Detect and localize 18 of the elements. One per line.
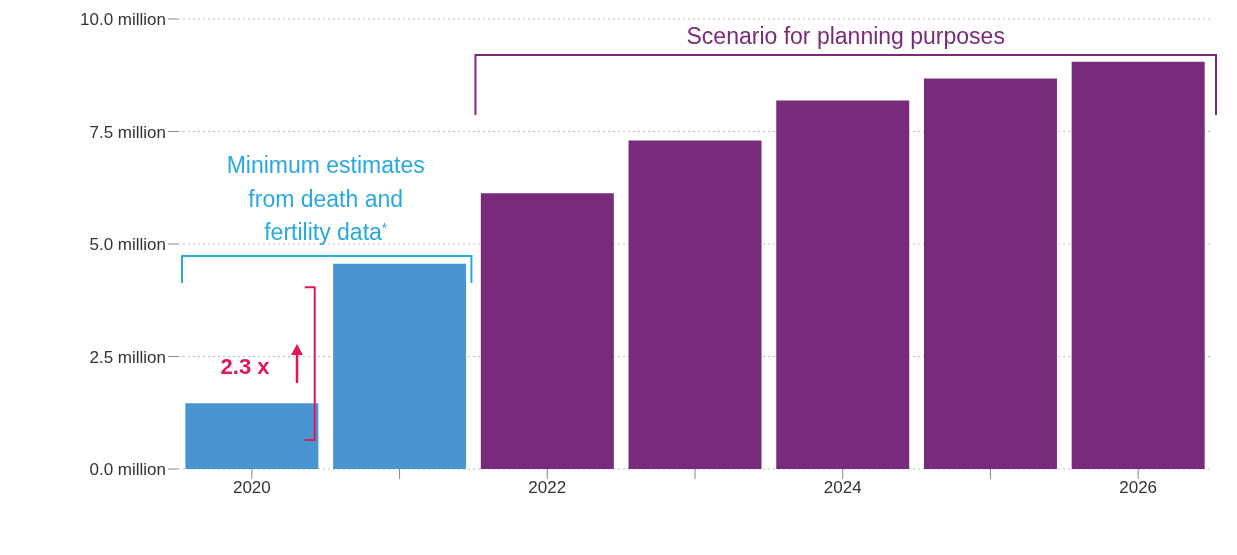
y-tick-label: 5.0 million: [89, 235, 166, 255]
annotation: 2.3 x: [220, 354, 271, 379]
bar: [776, 100, 910, 469]
x-tick-label: 2022: [528, 478, 567, 498]
y-tick-label: 0.0 million: [89, 460, 166, 480]
bar: [923, 78, 1057, 469]
bar: [628, 140, 762, 469]
y-tick-label: 10.0 million: [80, 10, 166, 30]
bar: [480, 193, 614, 469]
x-tick-label: 2026: [1119, 478, 1158, 498]
x-tick-label: 2024: [823, 478, 862, 498]
bar: [1071, 61, 1205, 469]
y-tick-label: 7.5 million: [89, 122, 166, 142]
annotation: Minimum estimates from death and fertility data$^{*}$: [226, 152, 425, 245]
bar: [185, 403, 319, 469]
x-tick-label: 2020: [232, 478, 271, 498]
y-tick-label: 2.5 million: [89, 347, 166, 367]
annotation: Scenario for planning purposes: [686, 23, 1005, 49]
